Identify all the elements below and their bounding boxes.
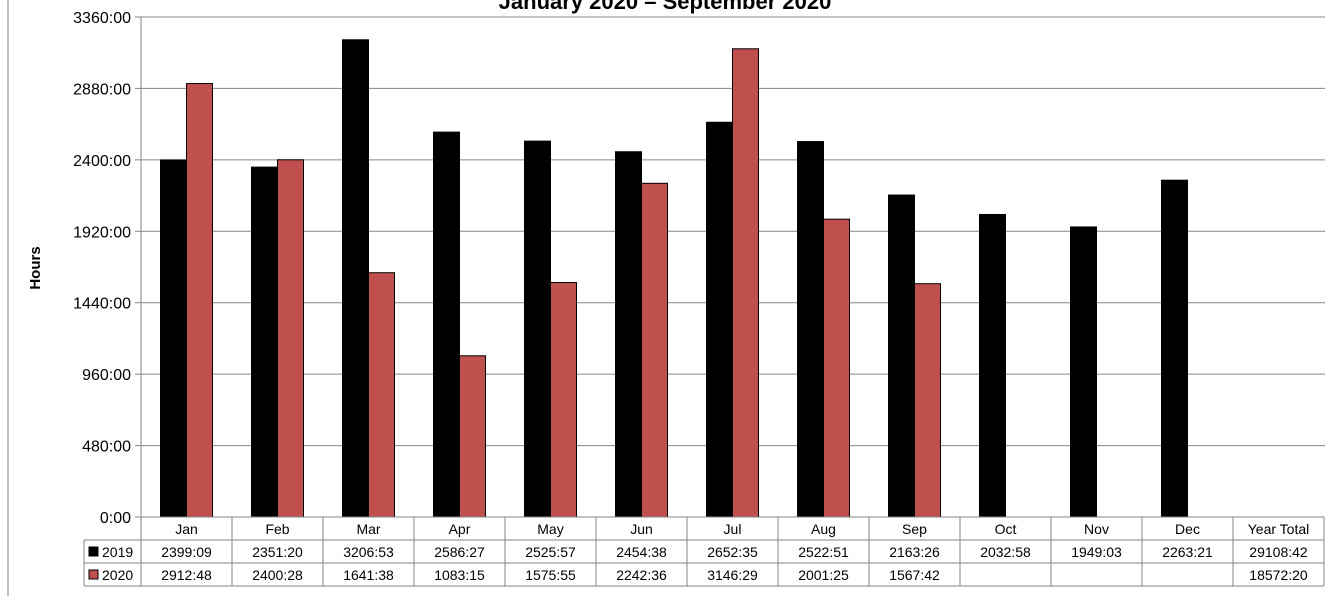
data-label: 2454:38 bbox=[616, 544, 667, 560]
data-label: 2400:28 bbox=[252, 567, 303, 583]
bar-2019-dec bbox=[1161, 179, 1188, 518]
x-tick-label: Mar bbox=[356, 521, 380, 537]
bar-2020-may bbox=[550, 281, 577, 518]
x-tick-label: Feb bbox=[265, 521, 289, 537]
y-tick-label: 3360:00 bbox=[73, 10, 131, 27]
data-label: 2032:58 bbox=[980, 544, 1031, 560]
table-header-total: Year Total bbox=[1248, 521, 1310, 537]
bar-2019-mar bbox=[342, 39, 369, 518]
y-tick-label: 2400:00 bbox=[73, 153, 131, 170]
data-label: 2242:36 bbox=[616, 567, 667, 583]
bar-2019-jul bbox=[706, 121, 733, 518]
bar-2019-apr bbox=[433, 131, 460, 518]
x-tick-label: Nov bbox=[1084, 521, 1109, 537]
bars bbox=[160, 39, 1188, 518]
data-label: 2263:21 bbox=[1162, 544, 1213, 560]
legend-label-2020: 2020 bbox=[102, 567, 133, 583]
x-tick-label: Sep bbox=[902, 521, 927, 537]
legend-key-2020 bbox=[88, 569, 99, 580]
data-label: 2399:09 bbox=[161, 544, 212, 560]
data-label: 2163:26 bbox=[889, 544, 940, 560]
total-label-2019: 29108:42 bbox=[1249, 544, 1308, 560]
data-label: 2522:51 bbox=[798, 544, 849, 560]
bar-2019-aug bbox=[797, 141, 824, 518]
bar-2019-feb bbox=[251, 166, 278, 518]
data-label: 2351:20 bbox=[252, 544, 303, 560]
data-label: 2001:25 bbox=[798, 567, 849, 583]
data-label: 1567:42 bbox=[889, 567, 940, 583]
bar-2020-aug bbox=[823, 218, 850, 518]
y-tick-label: 1920:00 bbox=[73, 224, 131, 241]
y-axis-label: Hours bbox=[27, 246, 44, 289]
bar-2020-jun bbox=[641, 182, 668, 518]
y-tick-label: 0:00 bbox=[100, 510, 131, 527]
bar-2019-oct bbox=[979, 213, 1006, 518]
bar-2020-jan bbox=[186, 83, 213, 518]
x-tick-label: May bbox=[537, 521, 563, 537]
bar-2020-sep bbox=[914, 283, 941, 518]
data-label: 3206:53 bbox=[343, 544, 394, 560]
data-label: 2586:27 bbox=[434, 544, 485, 560]
x-tick-label: Apr bbox=[449, 521, 471, 537]
bar-2020-mar bbox=[368, 272, 395, 518]
data-table: Jan Feb Mar Apr May Jun Jul Aug Sep Oct Nov Dec Year… bbox=[83, 516, 1325, 587]
x-tick-label: Aug bbox=[811, 521, 836, 537]
bar-2019-jan bbox=[160, 159, 187, 518]
bar-2020-apr bbox=[459, 355, 486, 518]
chart-title: January 2020 – September 2020 bbox=[499, 0, 832, 14]
x-tick-label: Oct bbox=[995, 521, 1017, 537]
bar-2019-jun bbox=[615, 151, 642, 518]
data-label: 2652:35 bbox=[707, 544, 758, 560]
bar-2019-nov bbox=[1070, 226, 1097, 518]
total-label-2020: 18572:20 bbox=[1249, 567, 1308, 583]
bar-2020-jul bbox=[732, 48, 759, 518]
x-tick-label: Jun bbox=[630, 521, 653, 537]
bar-2020-feb bbox=[277, 159, 304, 518]
x-tick-label: Dec bbox=[1175, 521, 1200, 537]
data-label: 3146:29 bbox=[707, 567, 758, 583]
y-tick-label: 480:00 bbox=[82, 439, 131, 456]
data-label: 1575:55 bbox=[525, 567, 576, 583]
legend-label-2019: 2019 bbox=[102, 544, 133, 560]
legend-key-2019 bbox=[88, 546, 99, 557]
data-label: 1641:38 bbox=[343, 567, 394, 583]
data-label: 1083:15 bbox=[434, 567, 485, 583]
y-tick-label: 1440:00 bbox=[73, 296, 131, 313]
data-label: 2912:48 bbox=[161, 567, 212, 583]
y-tick-label: 960:00 bbox=[82, 367, 131, 384]
bar-2019-may bbox=[524, 140, 551, 518]
y-tick-label: 2880:00 bbox=[73, 81, 131, 98]
x-tick-label: Jan bbox=[175, 521, 198, 537]
bar-2019-sep bbox=[888, 194, 915, 518]
data-label: 1949:03 bbox=[1071, 544, 1122, 560]
data-label: 2525:57 bbox=[525, 544, 576, 560]
axes: 0:00 480:00 960:00 1440:00 1920:00 2400:00 288… bbox=[7, 0, 142, 596]
x-tick-label: Jul bbox=[724, 521, 742, 537]
